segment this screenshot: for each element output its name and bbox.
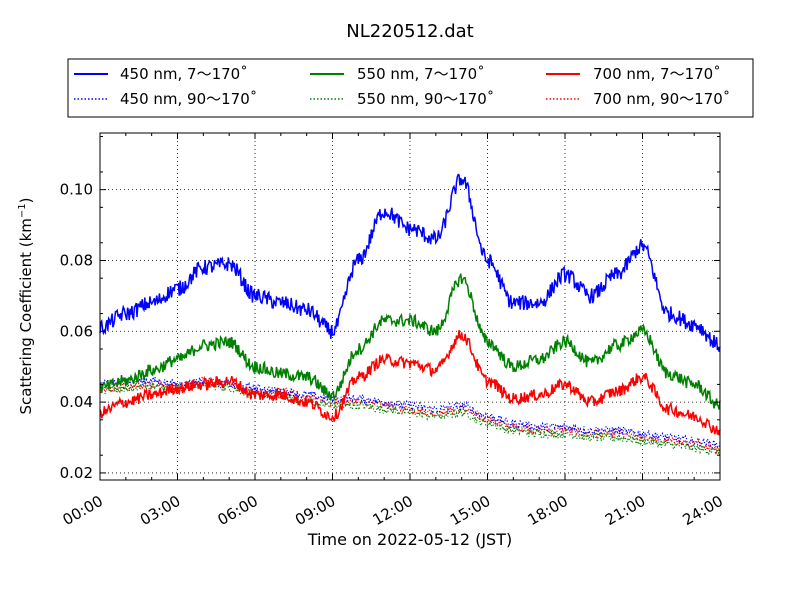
plot-area (99, 132, 721, 481)
x-axis-label: Time on 2022-05-12 (JST) (307, 530, 512, 549)
legend-label: 450 nm, 7～170˚ (120, 65, 248, 83)
series-line (99, 376, 721, 449)
series-line (99, 330, 721, 436)
series-line (99, 273, 721, 410)
grid (100, 133, 720, 480)
y-tick-label: 0.06 (60, 322, 93, 340)
legend-label: 550 nm, 90～170˚ (357, 90, 494, 108)
ticks (99, 133, 721, 480)
y-tick-label: 0.08 (60, 251, 93, 269)
y-tick-labels: 0.02 0.04 0.06 0.08 0.10 (60, 181, 93, 482)
y-axis-label-sup: −1 (17, 203, 28, 218)
legend-label: 700 nm, 90～170˚ (593, 90, 730, 108)
legend-label: 450 nm, 90～170˚ (120, 90, 257, 108)
chart-title: NL220512.dat (346, 21, 473, 42)
plot-frame (100, 133, 720, 480)
y-axis-label: Scattering Coefficient (km−1) (17, 197, 35, 414)
legend: 450 nm, 7～170˚ 450 nm, 90～170˚ 550 nm, 7～1… (67, 58, 754, 118)
series-layer (99, 173, 721, 456)
y-axis-label-main: Scattering Coefficient (km (17, 218, 35, 414)
y-axis-label-tail: ) (17, 197, 35, 203)
legend-label: 700 nm, 7～170˚ (593, 65, 721, 83)
y-tick-label: 0.02 (60, 464, 93, 482)
y-tick-label: 0.04 (60, 393, 93, 411)
y-tick-label: 0.10 (60, 181, 93, 199)
legend-label: 550 nm, 7～170˚ (357, 65, 485, 83)
series-line (99, 173, 721, 352)
legend-frame (67, 58, 754, 118)
